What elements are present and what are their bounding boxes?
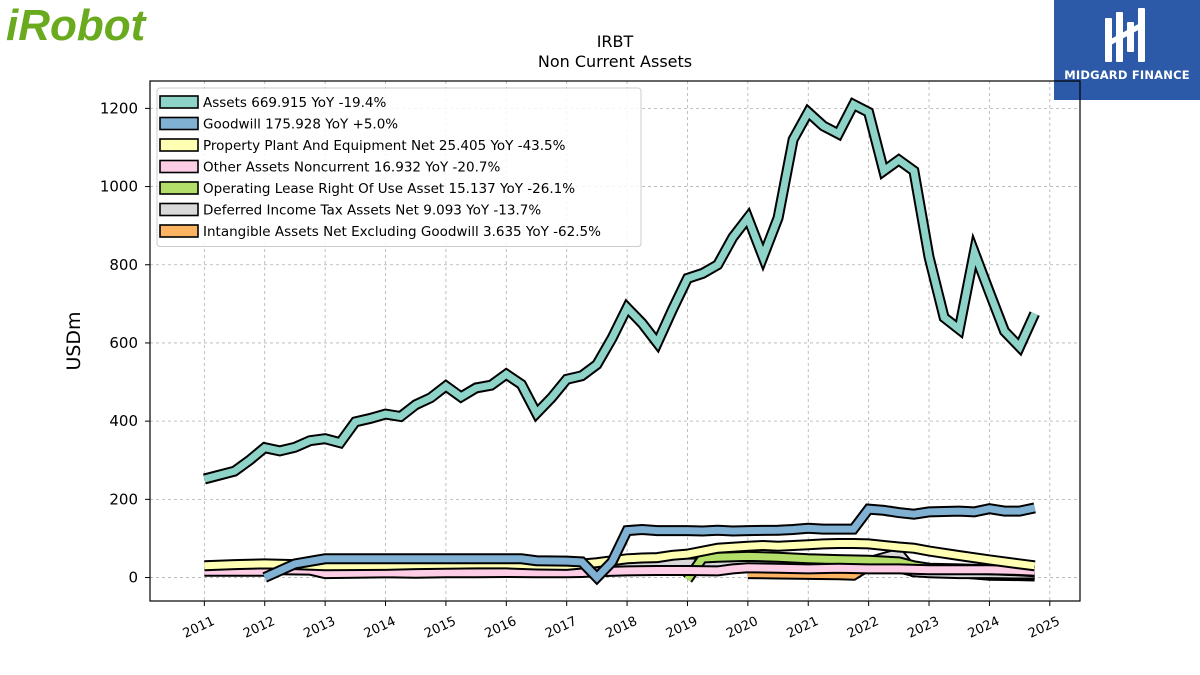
- x-tick-label: 2020: [724, 614, 760, 642]
- legend-swatch: [159, 95, 199, 109]
- legend-entry: Intangible Assets Net Excluding Goodwill…: [203, 224, 601, 240]
- series-assets: [203, 97, 1040, 485]
- series-other-assets-noncurrent: [204, 562, 1035, 580]
- x-tick-label: 2022: [845, 614, 881, 642]
- legend-entry: Property Plant And Equipment Net 25.405 …: [203, 138, 566, 154]
- legend-entry: Deferred Income Tax Assets Net 9.093 YoY…: [203, 203, 541, 219]
- series-line: [203, 99, 1038, 483]
- series-line: [204, 564, 1035, 578]
- series-line: [263, 504, 1036, 583]
- legend: Assets 669.915 YoY -19.4% Goodwill 175.92…: [156, 87, 642, 247]
- legend-swatch: [159, 181, 199, 195]
- legend-swatch: [159, 116, 199, 131]
- y-tick-label: 0: [128, 569, 138, 587]
- x-tick-label: 2025: [1026, 614, 1062, 642]
- series-goodwill: [262, 502, 1036, 586]
- x-tick-label: 2018: [603, 614, 639, 642]
- chart-titles: IRBT Non Current Assets: [415, 32, 815, 72]
- legend-swatch: [159, 159, 199, 174]
- legend-entry: Other Assets Noncurrent 16.932 YoY -20.7…: [203, 160, 500, 176]
- irobot-logo-text: iRobot: [6, 4, 148, 46]
- x-tick-label: 2012: [241, 614, 277, 642]
- chart-subtitle: Non Current Assets: [537, 52, 693, 71]
- legend-swatch: [159, 224, 199, 238]
- series-property-plant-and-equipment-net: [204, 538, 1036, 572]
- x-tick-label: 2019: [664, 614, 700, 642]
- legend-entry: Operating Lease Right Of Use Asset 15.13…: [203, 181, 575, 197]
- midgard-emblem-icon: [1105, 8, 1145, 62]
- plot-frame: [149, 80, 1081, 602]
- legend-entry: Assets 669.915 YoY -19.4%: [203, 95, 387, 111]
- x-tick-label: 2016: [483, 614, 519, 642]
- x-tick-label: 2024: [966, 614, 1002, 642]
- irobot-logo: iRobot: [6, 1, 176, 50]
- series-layer: [203, 97, 1040, 586]
- midgard-logo-text: MIDGARD FINANCE: [1064, 68, 1190, 82]
- x-tick-label: 2013: [301, 614, 337, 642]
- y-tick-label: 200: [109, 490, 138, 508]
- x-tick-label: 2023: [905, 614, 941, 642]
- y-tick-label: 600: [109, 334, 138, 352]
- y-tick-label: 400: [109, 412, 138, 430]
- chart-title: IRBT: [596, 32, 634, 51]
- y-axis-label: USDm: [63, 311, 85, 370]
- x-tick-label: 2021: [785, 614, 821, 642]
- legend-swatch: [159, 202, 199, 217]
- series-line: [204, 540, 1036, 570]
- legend-swatch: [159, 138, 199, 152]
- legend-box: [156, 87, 642, 247]
- x-tick-label: 2015: [422, 614, 458, 642]
- y-axis-ticks: 0 200 400 600 800 1000 1200: [100, 99, 150, 587]
- midgard-finance-logo: MIDGARD FINANCE: [1054, 0, 1200, 100]
- x-tick-label: 2017: [543, 614, 579, 642]
- x-tick-label: 2011: [181, 614, 217, 642]
- legend-entry: Goodwill 175.928 YoY +5.0%: [203, 117, 398, 133]
- x-axis-ticks: 2011 2012 2013 2014 2015 2016 2017 2018 2019 2020…: [181, 601, 1062, 642]
- x-tick-label: 2014: [362, 614, 398, 642]
- y-tick-label: 800: [109, 256, 138, 274]
- y-tick-label: 1000: [100, 178, 138, 196]
- y-tick-label: 1200: [100, 99, 138, 117]
